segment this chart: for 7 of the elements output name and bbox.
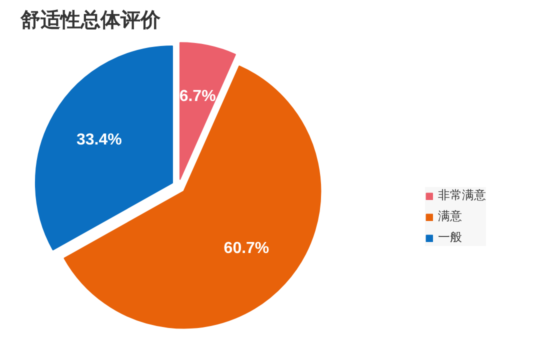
legend-label: 满意 bbox=[438, 208, 462, 225]
data-label: 33.4% bbox=[76, 132, 122, 149]
data-label: 60.7% bbox=[224, 240, 270, 257]
data-label: 6.7% bbox=[179, 88, 216, 106]
chart-title: 舒适性总体评价 bbox=[20, 8, 162, 32]
legend-label: 非常满意 bbox=[438, 187, 486, 204]
legend-label: 一般 bbox=[438, 229, 462, 246]
